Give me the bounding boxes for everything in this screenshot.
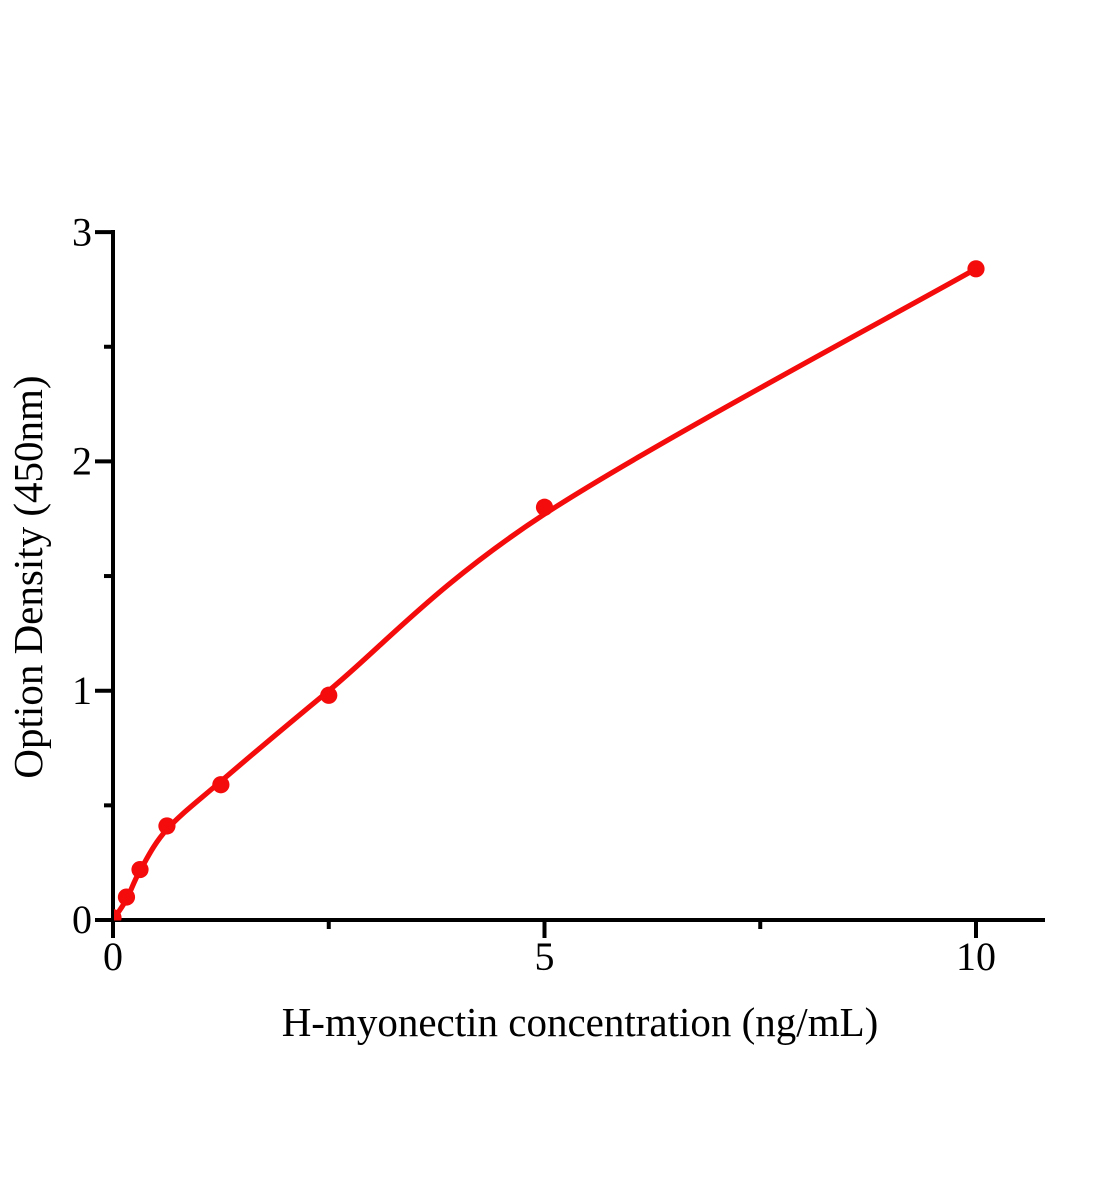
data-point bbox=[117, 888, 136, 906]
fit-curve bbox=[114, 266, 979, 921]
y-tick-label: 3 bbox=[72, 209, 92, 254]
data-point bbox=[212, 776, 230, 794]
data-point bbox=[535, 498, 554, 516]
data-point bbox=[158, 817, 176, 835]
y-tick-label: 1 bbox=[72, 668, 92, 713]
data-point bbox=[114, 909, 122, 921]
x-tick-label: 5 bbox=[535, 934, 555, 979]
x-axis-title: H-myonectin concentration (ng/mL) bbox=[282, 999, 879, 1045]
y-tick-label: 2 bbox=[72, 439, 92, 484]
x-tick-label: 10 bbox=[956, 934, 996, 979]
data-series bbox=[114, 260, 985, 921]
y-axis-title: Option Density (450nm) bbox=[5, 375, 51, 778]
data-point bbox=[967, 260, 985, 278]
y-tick-label: 0 bbox=[72, 897, 92, 942]
x-tick-label: 0 bbox=[103, 934, 123, 979]
data-point bbox=[131, 860, 149, 879]
axes: 0 5 10 0 1 2 3 bbox=[72, 209, 1045, 979]
data-point bbox=[320, 686, 338, 704]
